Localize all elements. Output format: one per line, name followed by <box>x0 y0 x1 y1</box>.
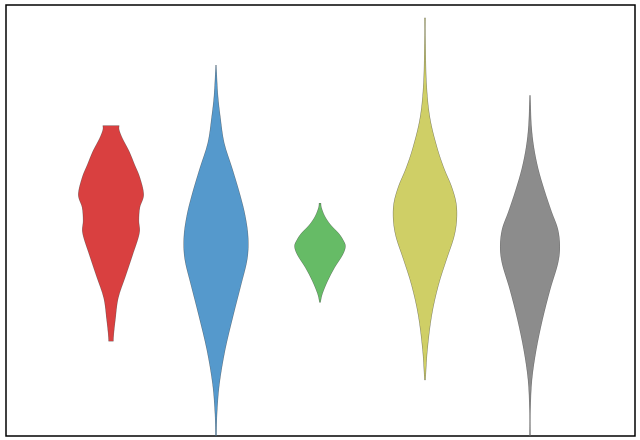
violin-2 <box>183 65 249 437</box>
violin-4 <box>392 17 458 381</box>
violin-3 <box>294 203 346 303</box>
violin-group <box>78 17 561 437</box>
violin-1 <box>78 125 144 342</box>
violin-5 <box>499 95 561 437</box>
